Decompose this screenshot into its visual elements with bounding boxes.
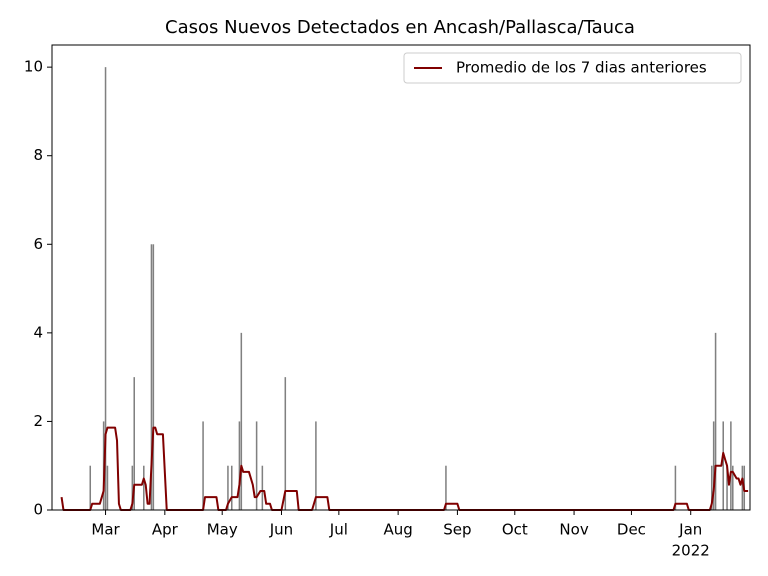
bar [131, 465, 134, 510]
bar [230, 465, 233, 510]
plot-frame [51, 44, 751, 511]
y-tick-label: 4 [33, 323, 43, 341]
line [60, 426, 749, 511]
y-tick-label: 0 [33, 501, 43, 519]
bar [227, 465, 229, 510]
bar [726, 465, 728, 510]
bar [712, 421, 715, 510]
y-tick-label: 6 [33, 235, 43, 253]
bar [238, 421, 241, 510]
bar [133, 377, 135, 510]
y-tick-label: 10 [24, 58, 43, 76]
x-tick-label: Dec [617, 521, 646, 539]
bar [284, 377, 287, 510]
bar [152, 244, 155, 511]
bar [445, 465, 447, 510]
bar [741, 465, 744, 510]
bar [202, 421, 204, 510]
x-tick-label: Jan [678, 521, 702, 539]
bar [710, 465, 713, 510]
bar [730, 421, 732, 510]
bar [143, 465, 145, 510]
legend-box [403, 52, 742, 84]
bar [674, 465, 677, 510]
bar [315, 421, 317, 510]
x-year-label: 2022 [672, 542, 710, 560]
x-tick-label: Apr [152, 521, 179, 539]
bar [89, 465, 92, 510]
x-tick-label: May [207, 521, 238, 539]
bar [261, 465, 264, 510]
chart-title: Casos Nuevos Detectados en Ancash/Pallas… [165, 17, 635, 38]
x-tick-label: Oct [502, 521, 528, 539]
x-tick-label: Jul [329, 521, 348, 539]
x-tick-label: Aug [383, 521, 412, 539]
bar [714, 332, 717, 510]
legend-label: Promedio de los 7 dias anteriores [456, 59, 707, 77]
y-tick-label: 2 [33, 412, 43, 430]
x-tick-label: Sep [443, 521, 471, 539]
x-tick-label: Nov [559, 521, 588, 539]
bar [732, 465, 734, 510]
x-tick-label: Mar [91, 521, 120, 539]
bar [150, 244, 153, 511]
bar [106, 465, 109, 510]
bar [255, 421, 258, 510]
bar [240, 332, 243, 510]
y-tick-label: 8 [33, 146, 43, 164]
bar [722, 421, 724, 510]
bar [104, 67, 107, 511]
x-tick-label: Jun [269, 521, 293, 539]
